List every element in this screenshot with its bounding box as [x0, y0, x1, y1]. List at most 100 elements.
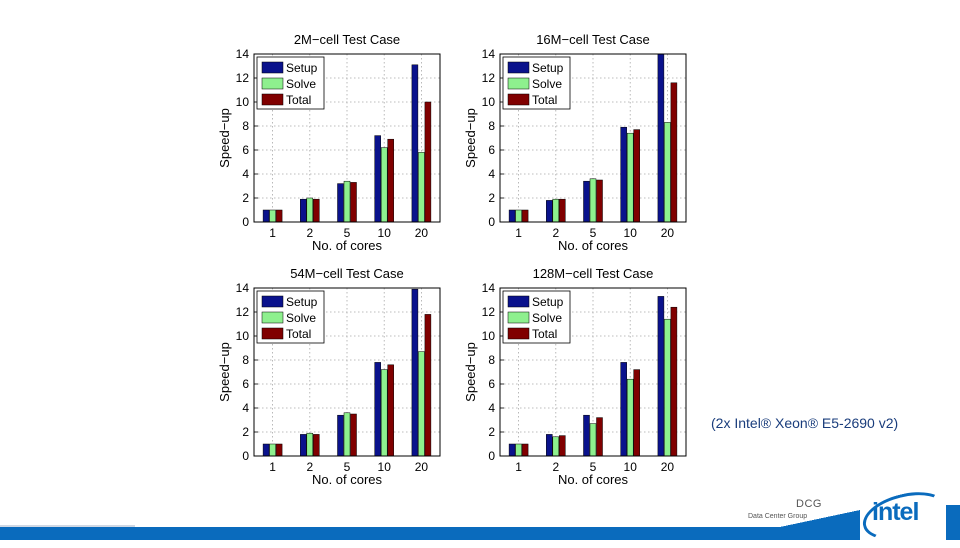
legend-label-setup: Setup — [286, 295, 318, 309]
legend-label-total: Total — [286, 93, 311, 107]
y-tick-label: 4 — [488, 401, 495, 415]
x-tick-label: 1 — [515, 460, 522, 474]
y-tick-label: 8 — [488, 353, 495, 367]
y-axis-label: Speed−up — [217, 342, 232, 402]
x-tick-label: 2 — [552, 226, 559, 240]
bar-setup-20 — [657, 296, 665, 457]
x-tick-label: 20 — [415, 226, 429, 240]
bar-total-20 — [424, 314, 432, 457]
bar-solve-10 — [380, 369, 388, 457]
y-tick-label: 12 — [236, 71, 250, 85]
legend-label-total: Total — [532, 327, 557, 341]
legend-label-setup: Setup — [286, 61, 318, 75]
bar-total-20 — [670, 82, 678, 223]
bar-solve-5 — [343, 180, 351, 223]
legend-label-setup: Setup — [532, 61, 564, 75]
bar-setup-5 — [337, 414, 344, 457]
x-tick-label: 5 — [590, 460, 597, 474]
x-axis-label: No. of cores — [558, 238, 629, 253]
x-tick-label: 2 — [306, 226, 313, 240]
y-axis-label: Speed−up — [217, 108, 232, 168]
x-tick-label: 5 — [344, 226, 351, 240]
bar-total-20 — [424, 101, 432, 223]
bar-total-2 — [313, 434, 320, 457]
group-name: Data Center Group — [748, 513, 808, 520]
bar-setup-2 — [546, 200, 553, 223]
bar-setup-1 — [262, 209, 270, 223]
bar-total-1 — [521, 209, 529, 223]
legend-swatch-solve — [261, 77, 284, 90]
bar-solve-20 — [664, 122, 671, 223]
processor-caption: (2x Intel® Xeon® E5-2690 v2) — [711, 415, 899, 431]
legend-label-solve: Solve — [286, 311, 316, 325]
bar-total-1 — [275, 443, 283, 457]
group-abbreviation: DCG — [796, 498, 822, 510]
bar-total-1 — [521, 443, 529, 457]
x-axis-label: No. of cores — [558, 472, 629, 487]
bar-solve-20 — [664, 318, 671, 457]
axes-frame — [253, 287, 441, 457]
bar-solve-20 — [418, 152, 425, 223]
bar-solve-10 — [626, 378, 634, 457]
x-tick-label: 20 — [661, 460, 675, 474]
bar-total-5 — [596, 179, 603, 223]
intel-logo: intel — [872, 498, 919, 526]
logo-background — [860, 496, 960, 540]
y-tick-label: 2 — [242, 425, 249, 439]
y-tick-label: 10 — [482, 329, 496, 343]
y-tick-label: 6 — [242, 143, 249, 157]
bar-solve-2 — [306, 197, 314, 223]
y-tick-label: 12 — [482, 305, 496, 319]
bar-setup-10 — [374, 135, 381, 223]
legend-swatch-setup — [507, 295, 530, 308]
y-tick-label: 6 — [242, 377, 249, 391]
x-axis-label: No. of cores — [312, 472, 383, 487]
y-tick-label: 14 — [482, 47, 496, 61]
bar-solve-1 — [269, 209, 276, 223]
bar-total-1 — [275, 209, 283, 223]
legend-swatch-total — [261, 327, 284, 340]
bar-setup-2 — [546, 434, 553, 457]
bar-setup-10 — [620, 126, 627, 223]
bar-setup-5 — [337, 183, 344, 223]
footer-divider — [0, 525, 135, 527]
x-tick-label: 1 — [269, 226, 276, 240]
bar-setup-10 — [374, 362, 381, 457]
legend-label-solve: Solve — [532, 77, 562, 91]
bar-setup-20 — [411, 288, 419, 457]
x-tick-label: 10 — [378, 226, 392, 240]
x-axis-label: No. of cores — [312, 238, 383, 253]
x-tick-label: 10 — [624, 460, 638, 474]
y-tick-label: 4 — [242, 167, 249, 181]
y-tick-label: 14 — [236, 47, 250, 61]
y-tick-label: 4 — [488, 167, 495, 181]
y-tick-label: 2 — [488, 425, 495, 439]
y-tick-label: 6 — [488, 377, 495, 391]
logo-strip — [946, 505, 960, 540]
y-tick-label: 12 — [482, 71, 496, 85]
legend-swatch-solve — [507, 77, 530, 90]
bar-total-2 — [313, 198, 320, 223]
bar-solve-1 — [515, 443, 522, 457]
bar-total-5 — [350, 413, 357, 457]
y-tick-label: 6 — [488, 143, 495, 157]
y-tick-label: 0 — [242, 449, 249, 463]
bar-total-10 — [387, 364, 394, 457]
y-tick-label: 14 — [236, 281, 250, 295]
bar-total-20 — [670, 306, 678, 457]
y-axis-label: Speed−up — [463, 342, 478, 402]
bar-setup-5 — [583, 414, 590, 457]
legend-swatch-total — [507, 93, 530, 106]
bar-solve-5 — [343, 412, 351, 457]
bar-total-5 — [350, 182, 357, 223]
y-tick-label: 12 — [236, 305, 250, 319]
legend-swatch-total — [261, 93, 284, 106]
bar-total-10 — [633, 129, 640, 223]
x-tick-label: 20 — [415, 460, 429, 474]
legend-label-setup: Setup — [532, 295, 564, 309]
bar-total-2 — [559, 435, 566, 457]
chart-title: 16M−cell Test Case — [536, 32, 650, 47]
legend-label-solve: Solve — [286, 77, 316, 91]
